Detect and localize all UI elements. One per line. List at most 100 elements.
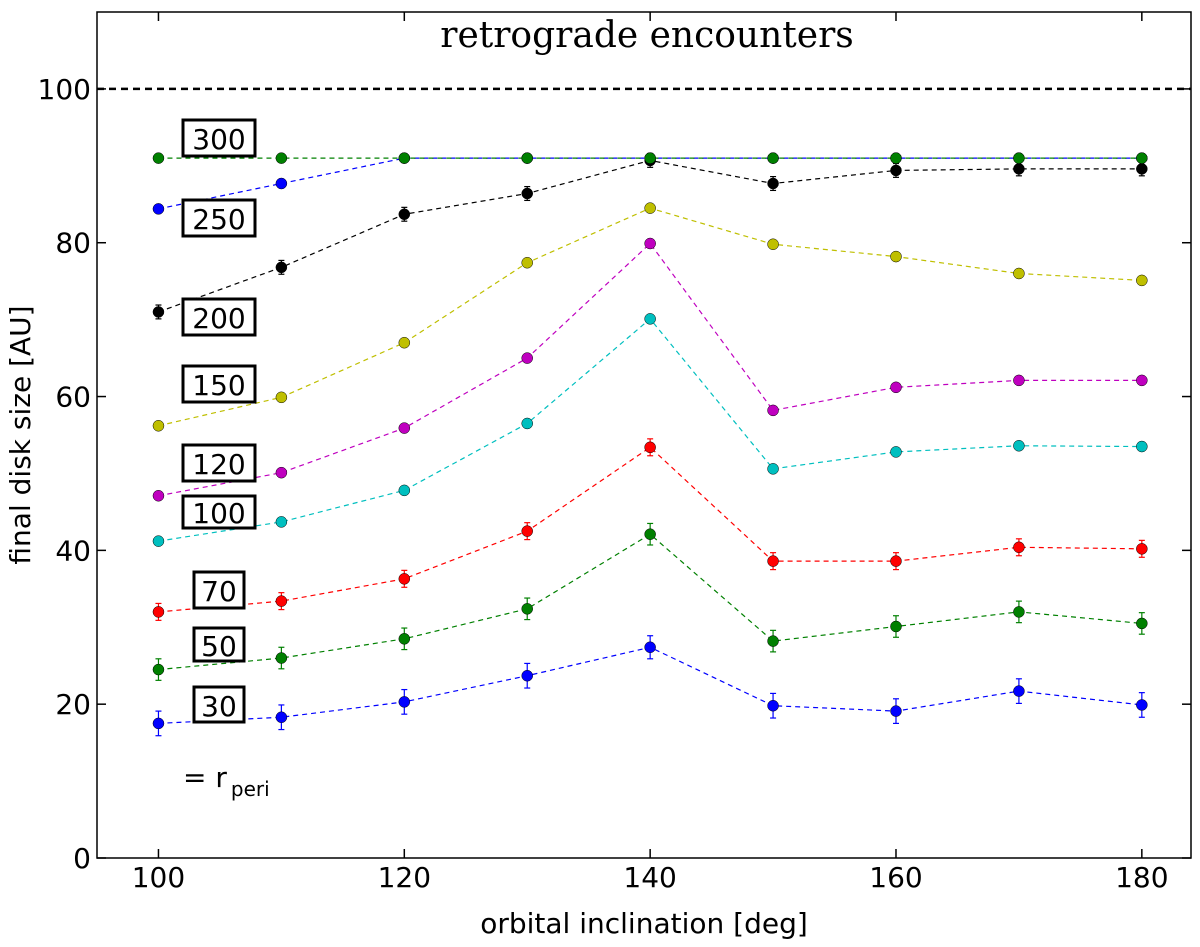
point-150-130: [521, 256, 533, 269]
point-250-100: [152, 203, 165, 215]
point-300-170: [1013, 152, 1025, 164]
point-30-170: [1013, 685, 1025, 697]
point-300-130: [521, 152, 533, 164]
point-50-150: [767, 635, 779, 647]
series-label-100: 100: [181, 494, 257, 530]
x-tick-label-180: 180: [1115, 861, 1168, 894]
point-100-170: [1013, 440, 1025, 452]
series-50: [152, 522, 1148, 681]
series-label-150: 150: [181, 364, 257, 404]
point-50-110: [275, 652, 288, 664]
series-line-70: [158, 446, 1142, 613]
point-100-160: [890, 446, 902, 458]
series-label-50: 50: [192, 626, 246, 663]
point-150-160: [890, 250, 902, 263]
series-300: [152, 152, 1148, 164]
point-120-140: [644, 237, 656, 250]
point-150-110: [275, 391, 288, 404]
series-label-300: 300: [181, 118, 257, 158]
x-tick-label-160: 160: [869, 861, 922, 894]
point-120-100: [152, 490, 165, 502]
point-70-120: [398, 573, 411, 585]
point-30-120: [398, 696, 411, 708]
point-50-170: [1013, 606, 1025, 618]
series-label-50-text: 50: [201, 630, 237, 663]
point-200-120: [398, 208, 411, 221]
point-120-170: [1013, 374, 1025, 387]
series-label-layer: 300 250 200 150 120 100 70 50: [181, 118, 257, 724]
point-200-110: [275, 261, 288, 274]
rperi-note-prefix: = r: [183, 761, 227, 794]
point-300-180: [1136, 152, 1148, 164]
series-150: [152, 202, 1148, 432]
point-50-100: [152, 663, 165, 676]
rperi-note-subscript: peri: [231, 777, 270, 801]
series-100: [152, 313, 1148, 547]
x-axis-label: orbital inclination [deg]: [480, 907, 808, 940]
point-200-100: [152, 306, 165, 318]
point-70-130: [521, 525, 533, 537]
point-150-140: [644, 202, 656, 214]
point-120-160: [890, 381, 902, 394]
series-label-120-text: 120: [192, 448, 245, 481]
point-120-180: [1136, 374, 1148, 387]
point-150-150: [767, 238, 779, 251]
y-axis-label: final disk size [AU]: [4, 305, 37, 564]
point-150-100: [152, 420, 165, 432]
series-label-300-text: 300: [192, 123, 245, 156]
point-30-110: [275, 711, 288, 724]
series-label-30: 30: [192, 685, 246, 724]
point-100-180: [1136, 440, 1148, 453]
point-120-130: [521, 352, 533, 364]
x-tick-label-100: 100: [132, 861, 185, 894]
y-tick-label-40: 40: [55, 534, 91, 567]
point-250-110: [275, 177, 288, 190]
x-tick-label-140: 140: [623, 861, 676, 894]
chart-title: retrograde encounters: [440, 15, 854, 56]
point-70-100: [152, 606, 165, 618]
series-label-30-text: 30: [201, 690, 237, 723]
point-70-180: [1136, 543, 1148, 555]
point-200-170: [1013, 163, 1025, 175]
y-tick-label-60: 60: [55, 381, 91, 414]
point-70-140: [644, 441, 656, 454]
point-300-100: [152, 152, 165, 164]
series-label-120: 120: [181, 443, 257, 483]
point-50-160: [890, 620, 902, 633]
point-50-120: [398, 633, 411, 645]
series-label-250: 250: [181, 198, 257, 238]
point-70-170: [1013, 541, 1025, 554]
point-70-150: [767, 555, 779, 567]
point-300-110: [275, 152, 288, 164]
point-30-150: [767, 699, 779, 712]
point-50-140: [644, 528, 656, 540]
tick-layer: 100 120 140 160 180 0 20 40 60 80 100: [38, 12, 1191, 894]
point-30-160: [890, 705, 902, 717]
point-70-160: [890, 555, 902, 567]
point-50-130: [521, 603, 533, 615]
series-label-200-text: 200: [192, 302, 245, 335]
y-tick-label-0: 0: [73, 842, 91, 875]
point-200-160: [890, 164, 902, 177]
series-line-50: [158, 533, 1142, 671]
series-label-70: 70: [192, 570, 246, 610]
point-300-140: [644, 152, 656, 164]
point-70-110: [275, 595, 288, 607]
series-label-150-text: 150: [192, 369, 245, 402]
point-100-140: [644, 313, 656, 325]
point-30-140: [644, 641, 656, 654]
point-120-120: [398, 422, 411, 434]
y-tick-label-20: 20: [55, 688, 91, 721]
y-tick-label-100: 100: [38, 73, 91, 106]
point-100-130: [521, 417, 533, 430]
y-tick-label-80: 80: [55, 227, 91, 260]
series-label-200: 200: [181, 297, 257, 337]
point-150-120: [398, 336, 411, 349]
series-label-70-text: 70: [201, 575, 237, 608]
x-tick-label-120: 120: [378, 861, 431, 894]
point-100-120: [398, 484, 411, 497]
point-50-180: [1136, 617, 1148, 630]
point-300-150: [767, 152, 779, 164]
series-120: [152, 237, 1148, 502]
